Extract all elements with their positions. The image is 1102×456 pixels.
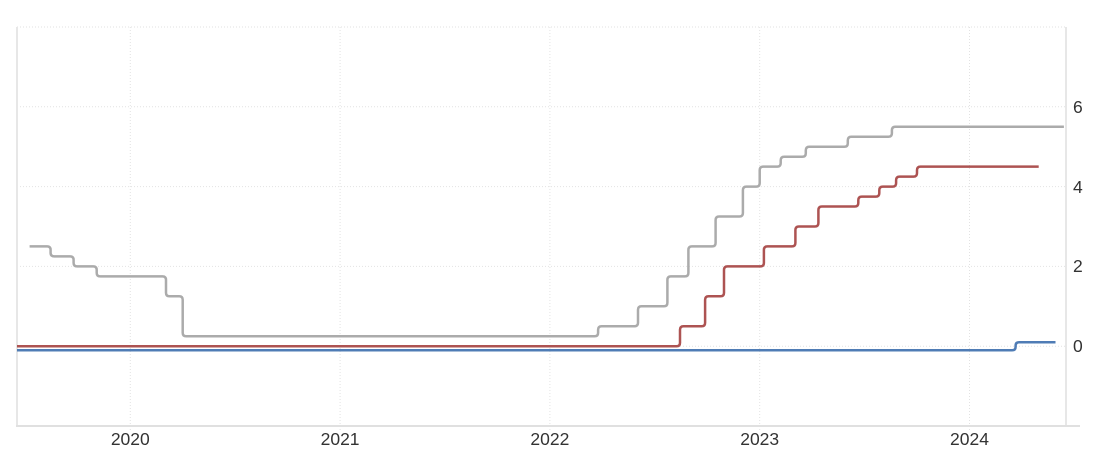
x-tick-label: 2020	[110, 429, 150, 449]
x-tick-label: 2023	[740, 429, 780, 449]
x-tick-label: 2021	[320, 429, 360, 449]
y-tick-label: 2	[1073, 256, 1083, 277]
y-tick-label: 4	[1073, 176, 1083, 197]
series-gray-line[interactable]	[29, 125, 1064, 338]
gridlines	[17, 26, 1066, 430]
x-tick-label: 2022	[530, 429, 570, 449]
series-lines	[17, 125, 1064, 352]
x-tick-label: 2024	[950, 429, 989, 449]
y-tick-label: 6	[1073, 96, 1083, 117]
series-red-line[interactable]	[17, 165, 1039, 348]
series-blue-line[interactable]	[17, 340, 1056, 352]
plot-borders	[16, 27, 1080, 427]
y-tick-label: 0	[1073, 336, 1083, 357]
